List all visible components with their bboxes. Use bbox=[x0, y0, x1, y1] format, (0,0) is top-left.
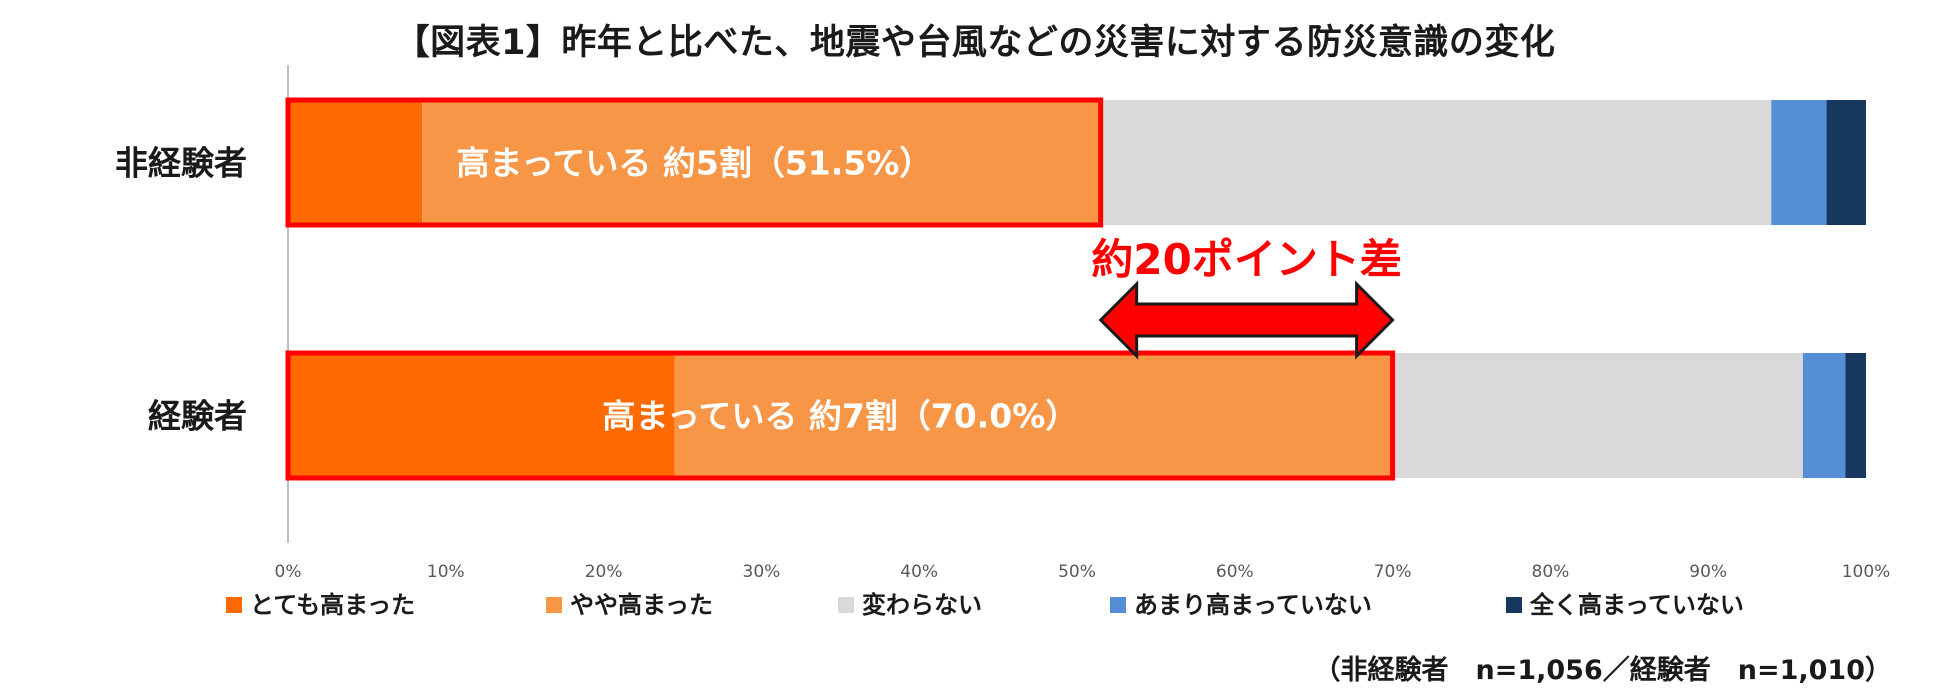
bar-segment-1-0 bbox=[288, 353, 675, 478]
x-tick-label-6: 60% bbox=[1216, 562, 1254, 582]
difference-arrow bbox=[1098, 280, 1395, 360]
highlight-label-0: 高まっている 約5割（51.5%） bbox=[456, 144, 932, 183]
bar-segment-1-1 bbox=[674, 353, 1393, 478]
x-tick-label-9: 90% bbox=[1689, 562, 1727, 582]
bar-segment-0-1 bbox=[422, 100, 1101, 225]
legend-swatch-2 bbox=[838, 597, 854, 613]
x-tick-label-3: 30% bbox=[743, 562, 781, 582]
x-tick-label-0: 0% bbox=[275, 562, 302, 582]
x-tick-label-5: 50% bbox=[1058, 562, 1096, 582]
bar-segment-0-3 bbox=[1771, 100, 1827, 225]
category-label-1: 経験者 bbox=[148, 397, 247, 436]
x-tick-label-1: 10% bbox=[427, 562, 465, 582]
x-tick-label-2: 20% bbox=[585, 562, 623, 582]
bar-segment-1-3 bbox=[1802, 353, 1846, 478]
bar-segment-1-2 bbox=[1392, 353, 1803, 478]
bar-segment-0-2 bbox=[1100, 100, 1772, 225]
highlight-outline-0 bbox=[285, 97, 1104, 228]
highlight-label-1: 高まっている 約7割（70.0%） bbox=[602, 397, 1078, 436]
legend-label-1: やや高まった bbox=[570, 591, 713, 619]
legend-label-0: とても高まった bbox=[250, 591, 415, 619]
bar-segment-0-4 bbox=[1826, 100, 1866, 225]
legend-label-3: あまり高まっていない bbox=[1134, 591, 1372, 619]
x-tick-label-8: 80% bbox=[1532, 562, 1570, 582]
highlight-outline-1 bbox=[285, 350, 1396, 481]
bar-segment-1-4 bbox=[1845, 353, 1866, 478]
legend-label-2: 変わらない bbox=[862, 591, 982, 619]
bar-segment-0-0 bbox=[288, 100, 423, 225]
difference-label: 約20ポイント差 bbox=[1091, 235, 1401, 284]
legend-swatch-3 bbox=[1110, 597, 1126, 613]
legend-swatch-1 bbox=[546, 597, 562, 613]
sample-size-note: （非経験者 n=1,056／経験者 n=1,010） bbox=[1313, 655, 1893, 686]
x-tick-label-7: 70% bbox=[1374, 562, 1412, 582]
x-tick-label-10: 100% bbox=[1842, 562, 1891, 582]
category-label-0: 非経験者 bbox=[115, 144, 247, 183]
x-tick-label-4: 40% bbox=[900, 562, 938, 582]
legend-swatch-4 bbox=[1506, 597, 1522, 613]
legend-swatch-0 bbox=[226, 597, 242, 613]
chart-title: 【図表1】昨年と比べた、地震や台風などの災害に対する防災意識の変化 bbox=[394, 23, 1556, 63]
legend-label-4: 全く高まっていない bbox=[1529, 591, 1744, 619]
